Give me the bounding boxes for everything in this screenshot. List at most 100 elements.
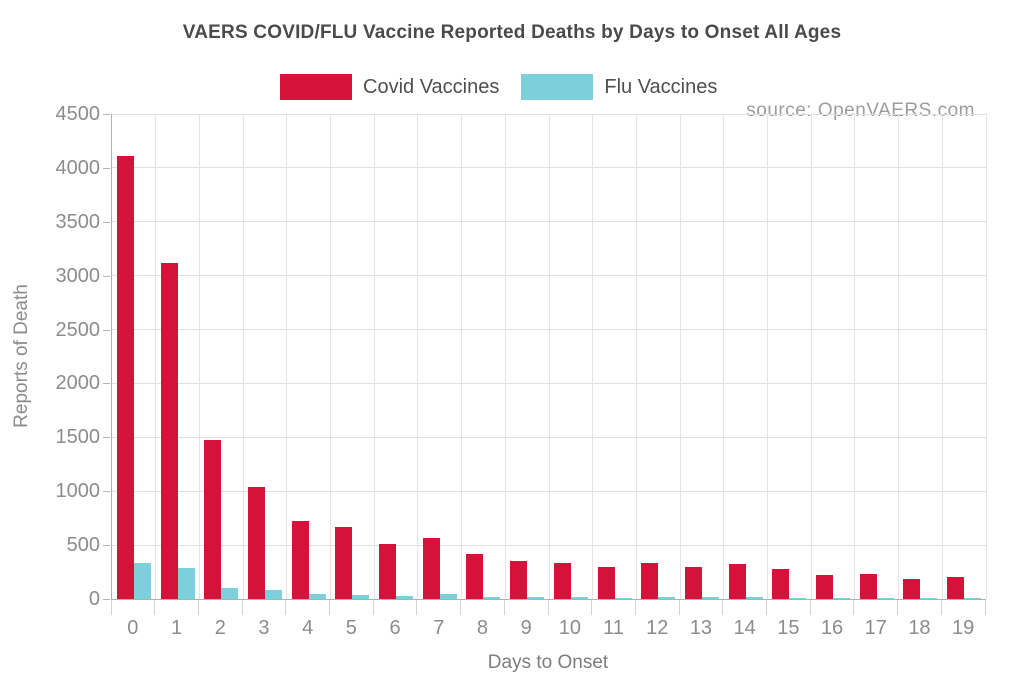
x-tick-mark (372, 600, 374, 615)
source-attribution: source: OpenVAERS.com (746, 100, 975, 121)
bar-covid-day-15 (772, 568, 790, 599)
y-tick-mark (103, 491, 110, 493)
x-tick-mark (416, 600, 418, 615)
y-tick-mark (103, 275, 110, 277)
bar-covid-day-17 (859, 574, 877, 599)
y-tick-mark (103, 114, 110, 115)
bar-covid-day-18 (903, 578, 921, 599)
bar-covid-day-14 (728, 563, 746, 599)
v-gridline (155, 114, 157, 599)
bar-flu-day-10 (570, 597, 588, 599)
v-gridline (417, 114, 419, 599)
x-tick-label: 1 (170, 617, 183, 639)
bar-covid-day-19 (947, 577, 965, 599)
legend-swatch-covid (280, 74, 352, 100)
x-tick-label: 14 (733, 617, 756, 639)
legend-swatch-flu (521, 74, 594, 100)
x-tick-mark (460, 600, 462, 615)
bar-flu-day-4 (308, 594, 326, 599)
chart-title: VAERS COVID/FLU Vaccine Reported Deaths … (182, 22, 842, 43)
bar-covid-day-13 (684, 567, 702, 599)
v-gridline (548, 114, 550, 599)
y-axis-title: Reports of Death (11, 284, 32, 428)
y-tick-label: 3000 (55, 264, 101, 287)
x-tick-label: 7 (433, 617, 445, 639)
x-tick-mark (984, 600, 986, 615)
y-tick-label: 2500 (55, 318, 101, 341)
bar-flu-day-6 (396, 596, 414, 599)
x-tick-mark (678, 600, 680, 615)
x-tick-mark (547, 600, 549, 615)
x-tick-mark (809, 600, 811, 615)
x-tick-label: 15 (777, 617, 800, 639)
y-tick-mark (103, 329, 110, 331)
x-axis-title: Days to Onset (487, 652, 609, 673)
bar-covid-day-2 (204, 439, 222, 599)
y-tick-mark (103, 545, 110, 547)
bar-covid-day-12 (641, 563, 659, 599)
x-tick-mark (110, 600, 112, 615)
plot-area (111, 113, 987, 600)
bar-flu-day-1 (177, 567, 195, 599)
bar-flu-day-18 (920, 597, 938, 599)
x-tick-label: 2 (214, 617, 226, 639)
y-tick-label: 2000 (55, 372, 101, 395)
bar-flu-day-17 (876, 597, 894, 599)
bar-flu-day-12 (658, 597, 676, 599)
x-tick-label: 10 (558, 617, 581, 639)
v-gridline (767, 114, 768, 599)
v-gridline (504, 114, 506, 599)
y-tick-mark (103, 599, 110, 600)
x-tick-label: 18 (908, 617, 931, 639)
bar-flu-day-14 (745, 596, 763, 599)
v-gridline (286, 114, 288, 599)
bar-covid-day-6 (379, 543, 397, 599)
x-tick-mark (722, 600, 724, 615)
bar-covid-day-4 (291, 521, 309, 599)
x-tick-label: 11 (603, 617, 624, 639)
y-tick-label: 4000 (55, 156, 101, 179)
x-tick-mark (197, 600, 199, 615)
v-gridline (242, 114, 244, 599)
bar-covid-day-16 (816, 574, 834, 599)
y-tick-label: 0 (88, 588, 100, 610)
v-gridline (854, 114, 856, 599)
v-gridline (985, 114, 987, 599)
x-tick-mark (853, 600, 855, 615)
v-gridline (592, 114, 594, 599)
v-gridline (898, 114, 900, 599)
x-tick-label: 4 (302, 617, 314, 639)
x-tick-label: 5 (345, 617, 357, 639)
x-tick-mark (766, 600, 767, 615)
bar-flu-day-9 (527, 596, 545, 599)
x-tick-label: 9 (520, 617, 532, 639)
bar-flu-day-13 (701, 597, 719, 599)
v-gridline (461, 114, 463, 599)
x-tick-mark (241, 600, 243, 615)
v-gridline (810, 114, 812, 599)
x-tick-label: 12 (646, 617, 669, 639)
v-gridline (723, 114, 725, 599)
bar-flu-day-5 (352, 595, 370, 599)
bar-covid-day-1 (160, 262, 178, 599)
x-tick-label: 17 (864, 617, 887, 639)
v-gridline (373, 114, 375, 599)
bar-covid-day-9 (510, 560, 528, 599)
y-tick-label: 4500 (55, 103, 101, 125)
bar-flu-day-8 (483, 596, 501, 599)
x-tick-label: 13 (689, 617, 713, 639)
x-tick-mark (329, 600, 330, 615)
x-tick-mark (591, 600, 593, 615)
v-gridline (941, 114, 943, 599)
v-gridline (679, 114, 681, 599)
bar-covid-day-11 (597, 567, 615, 599)
legend-label-flu: Flu Vaccines (604, 75, 718, 98)
x-tick-label: 3 (258, 617, 270, 639)
bar-covid-day-0 (116, 156, 134, 599)
x-tick-mark (285, 600, 287, 615)
bar-covid-day-8 (466, 554, 484, 599)
bar-covid-day-10 (553, 563, 571, 599)
x-tick-label: 8 (476, 617, 488, 639)
x-tick-mark (940, 600, 942, 615)
